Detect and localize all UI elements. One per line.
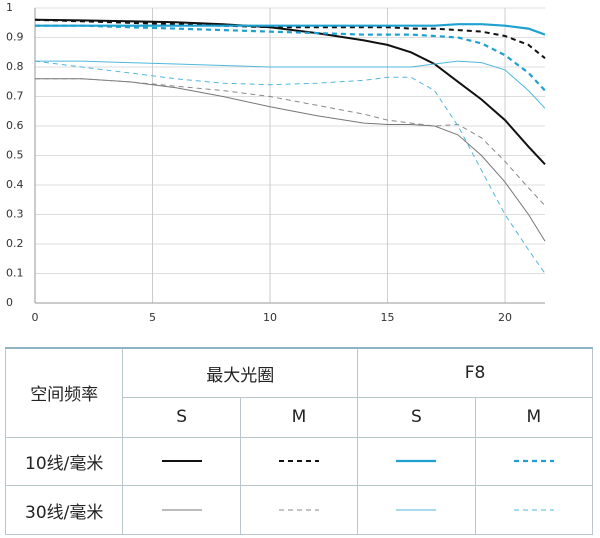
legend-cell xyxy=(357,485,476,535)
y-tick-label: 0.5 xyxy=(6,149,24,162)
series-line xyxy=(35,78,546,242)
series-line xyxy=(35,24,546,92)
header: 空间频率 xyxy=(4,346,124,438)
y-tick-label: 0.3 xyxy=(6,208,24,221)
y-tick-label: 0 xyxy=(6,296,13,309)
legend-cell xyxy=(239,485,359,535)
legend-sample xyxy=(513,509,554,511)
subheader: S xyxy=(357,397,476,438)
series-line xyxy=(35,23,546,36)
y-tick-label: 0.8 xyxy=(6,60,24,73)
y-tick-label: 1 xyxy=(6,1,13,14)
subheader: M xyxy=(474,397,594,438)
chart: 00.10.20.30.40.50.60.70.80.910 5 10 15 20 xyxy=(6,1,546,324)
x-tick-label: 5 xyxy=(149,311,156,324)
series-line xyxy=(34,60,546,274)
subheader: M xyxy=(239,397,359,438)
row-label: 30线/毫米 xyxy=(4,485,124,535)
x-tick-label: 10 xyxy=(263,311,277,324)
legend-table: 空间频率 最大光圈 F8 S M S M 10线/毫米 30线/毫米 xyxy=(4,346,594,535)
series-line xyxy=(34,18,546,165)
series-line xyxy=(34,18,546,59)
x-tick-label: 0 xyxy=(32,311,39,324)
legend-cell xyxy=(122,485,241,535)
y-tick-label: 0.7 xyxy=(6,90,24,103)
y-tick-label: 0.4 xyxy=(6,178,24,191)
legend-cell xyxy=(474,485,594,535)
legend-sample xyxy=(396,509,437,511)
x-tick-label: 15 xyxy=(381,311,395,324)
legend-sample xyxy=(278,460,319,463)
legend-sample xyxy=(161,509,202,511)
row-label: 10线/毫米 xyxy=(4,436,124,487)
y-tick-label: 0.9 xyxy=(6,31,24,44)
legend-cell xyxy=(122,436,241,487)
legend-cell xyxy=(357,436,476,487)
legend-cell xyxy=(474,436,594,487)
legend-sample xyxy=(278,509,319,511)
series-line xyxy=(35,78,546,206)
series-line xyxy=(35,60,546,109)
group-header: 最大光圈 xyxy=(122,347,359,399)
legend-sample xyxy=(161,460,202,463)
group-header: F8 xyxy=(357,347,593,399)
legend-sample xyxy=(396,460,437,463)
y-tick-label: 0.1 xyxy=(6,267,24,280)
y-tick-label: 0.2 xyxy=(6,237,24,250)
legend-cell xyxy=(239,436,359,487)
x-tick-label: 20 xyxy=(498,311,512,324)
legend-sample xyxy=(513,460,554,463)
subheader: S xyxy=(122,397,241,438)
y-tick-label: 0.6 xyxy=(6,119,24,132)
